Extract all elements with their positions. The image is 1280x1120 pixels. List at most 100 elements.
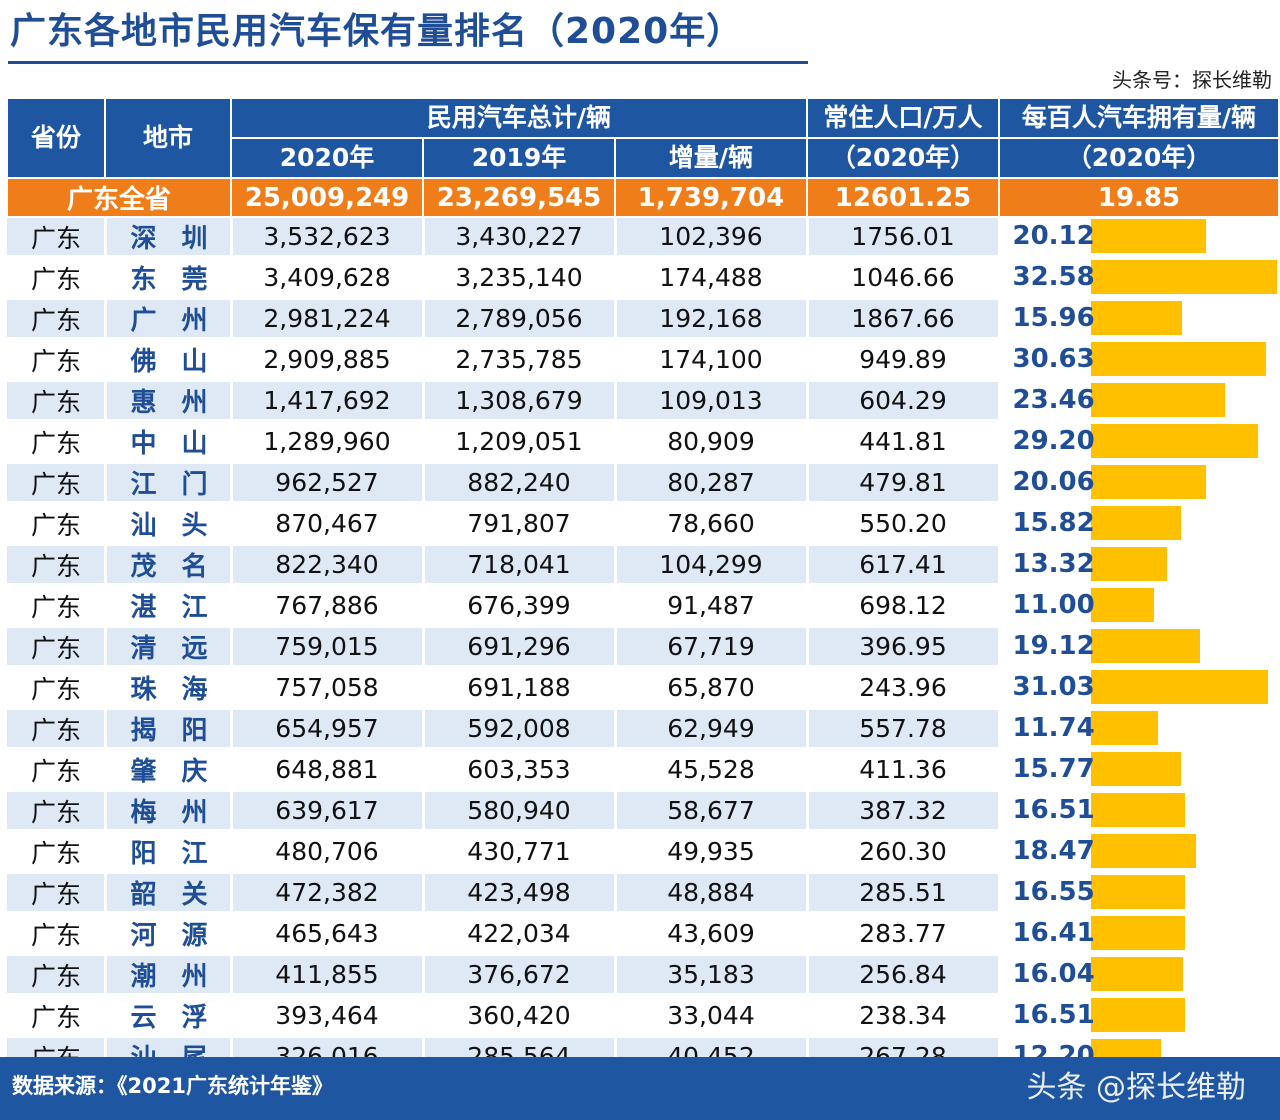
cars-2019-cell: 580,940: [423, 790, 617, 833]
province-cell: 广东: [7, 217, 107, 259]
title-underline: [8, 61, 808, 64]
province-cell: 广东: [7, 708, 107, 751]
cars-2019-cell: 1,209,051: [423, 421, 617, 464]
increase-cell: 192,168: [615, 298, 809, 341]
province-total-row: 广东全省 25,009,249 23,269,545 1,739,704 126…: [6, 177, 1280, 218]
ratio-bar: [1090, 834, 1196, 868]
city-name: 汕头: [107, 505, 229, 540]
ratio-value: 16.41: [1012, 918, 1095, 948]
province-cell: 广东: [7, 831, 107, 874]
cars-2019-cell: 592,008: [423, 708, 617, 751]
author-credit: 头条号：探长维勒: [1112, 68, 1272, 92]
city-char: 深: [130, 224, 157, 254]
table-row: 广东佛山 2,909,885 2,735,785 174,100 949.89 30.63: [7, 339, 1280, 382]
city-cell: 东莞: [105, 257, 233, 300]
ratio-cell: 23.46: [999, 380, 1280, 423]
city-name: 中山: [107, 423, 229, 459]
cars-2020-cell: 411,855: [231, 954, 425, 997]
ratio-bar: [1090, 998, 1185, 1032]
city-char: 清: [130, 634, 157, 664]
city-cell: 阳江: [105, 831, 233, 874]
page-title: 广东各地市民用汽车保有量排名（2020年）: [10, 11, 744, 52]
city-char: 云: [130, 1003, 157, 1033]
city-char: 浮: [181, 1003, 208, 1033]
table-row: 广东阳江 480,706 430,771 49,935 260.30 18.47: [7, 831, 1280, 874]
population-cell: 1867.66: [807, 298, 1001, 341]
increase-cell: 58,677: [615, 790, 809, 833]
total-2020: 25,009,249: [230, 177, 424, 218]
city-char: 中: [130, 429, 157, 459]
ratio-cell: 19.12: [999, 626, 1280, 669]
header-city: 地市: [104, 97, 232, 179]
ratio-bar: [1090, 342, 1266, 376]
city-cell: 湛江: [105, 585, 233, 628]
header-total-group: 民用汽车总计/辆: [230, 97, 808, 139]
cars-2019-cell: 360,420: [423, 995, 617, 1038]
ratio-value: 15.77: [1012, 754, 1095, 784]
population-cell: 949.89: [807, 339, 1001, 382]
city-char: 珠: [130, 675, 157, 705]
total-label: 广东全省: [6, 177, 232, 218]
cars-2019-cell: 376,672: [423, 954, 617, 997]
city-char: 圳: [181, 224, 208, 254]
ratio-value: 23.46: [1012, 385, 1095, 415]
ratio-cell: 18.47: [999, 831, 1280, 874]
ratio-bar: [1090, 711, 1158, 745]
cars-2020-cell: 639,617: [231, 790, 425, 833]
population-cell: 387.32: [807, 790, 1001, 833]
table-row: 广东韶关 472,382 423,498 48,884 285.51 16.55: [7, 872, 1280, 915]
city-char: 州: [181, 798, 208, 828]
city-name: 云浮: [107, 997, 229, 1033]
increase-cell: 62,949: [615, 708, 809, 751]
ratio-value: 16.51: [1012, 795, 1095, 825]
population-cell: 260.30: [807, 831, 1001, 874]
city-char: 河: [130, 921, 157, 951]
city-name: 清远: [107, 628, 229, 664]
population-cell: 557.78: [807, 708, 1001, 751]
city-name: 茂名: [107, 546, 229, 581]
cars-2019-cell: 718,041: [423, 544, 617, 587]
cars-2019-cell: 2,789,056: [423, 298, 617, 341]
cars-2020-cell: 870,467: [231, 503, 425, 546]
city-name: 湛江: [107, 587, 229, 622]
city-char: 莞: [181, 265, 208, 295]
province-cell: 广东: [7, 380, 107, 423]
population-cell: 396.95: [807, 626, 1001, 669]
province-cell: 广东: [7, 954, 107, 997]
cars-2020-cell: 393,464: [231, 995, 425, 1038]
table-row: 广东清远 759,015 691,296 67,719 396.95 19.12: [7, 626, 1280, 669]
increase-cell: 104,299: [615, 544, 809, 587]
city-cell: 佛山: [105, 339, 233, 382]
ratio-value: 30.63: [1012, 344, 1095, 374]
ratio-value: 11.00: [1012, 590, 1095, 620]
city-char: 梅: [130, 798, 157, 828]
city-cell: 珠海: [105, 667, 233, 710]
ratio-cell: 16.51: [999, 995, 1280, 1038]
city-cell: 清远: [105, 626, 233, 669]
ratio-value: 16.55: [1012, 877, 1095, 907]
ratio-bar: [1090, 916, 1185, 950]
city-name: 潮州: [107, 956, 229, 991]
province-cell: 广东: [7, 298, 107, 341]
city-name: 佛山: [107, 341, 229, 377]
cars-2020-cell: 472,382: [231, 872, 425, 915]
city-cell: 汕头: [105, 503, 233, 546]
car-ownership-table: 省份 地市 民用汽车总计/辆 常住人口/万人 每百人汽车拥有量/辆 2020年 …: [6, 97, 1280, 1079]
province-cell: 广东: [7, 339, 107, 382]
total-increase: 1,739,704: [614, 177, 808, 218]
increase-cell: 109,013: [615, 380, 809, 423]
table-row: 广东广州 2,981,224 2,789,056 192,168 1867.66 15.9…: [7, 298, 1280, 341]
population-cell: 1046.66: [807, 257, 1001, 300]
city-char: 阳: [181, 716, 208, 746]
population-cell: 1756.01: [807, 217, 1001, 259]
ratio-cell: 20.12: [999, 217, 1280, 259]
city-name: 梅州: [107, 792, 229, 828]
city-name: 东莞: [107, 259, 229, 295]
cars-2019-cell: 2,735,785: [423, 339, 617, 382]
population-cell: 617.41: [807, 544, 1001, 587]
ratio-bar: [1090, 260, 1276, 294]
cars-2020-cell: 962,527: [231, 462, 425, 505]
table-row: 广东云浮 393,464 360,420 33,044 238.34 16.51: [7, 995, 1280, 1038]
ratio-bar: [1090, 219, 1206, 253]
city-char: 佛: [130, 347, 157, 377]
